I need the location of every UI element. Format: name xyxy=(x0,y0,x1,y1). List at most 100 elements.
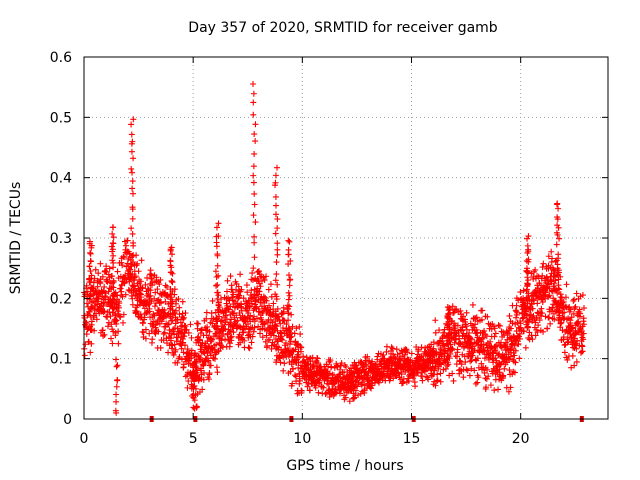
data-point xyxy=(238,286,245,293)
data-point xyxy=(402,368,409,375)
data-point xyxy=(169,307,176,314)
data-point xyxy=(495,386,502,393)
data-point xyxy=(129,259,136,265)
data-point xyxy=(463,366,470,373)
data-point xyxy=(148,282,155,289)
data-point xyxy=(209,297,216,304)
data-point xyxy=(466,329,473,336)
data-point xyxy=(139,285,146,292)
data-point xyxy=(395,370,402,377)
data-point xyxy=(279,336,286,343)
data-point xyxy=(354,383,361,390)
data-point xyxy=(170,351,177,358)
data-point xyxy=(457,339,464,346)
data-point xyxy=(92,266,99,273)
data-point xyxy=(285,296,292,303)
data-point xyxy=(100,333,107,340)
x-tick-label: 20 xyxy=(512,431,530,447)
data-point xyxy=(523,265,530,272)
data-point xyxy=(190,385,197,392)
data-point xyxy=(434,371,441,378)
data-point xyxy=(240,295,247,302)
data-point xyxy=(364,353,371,360)
data-point xyxy=(259,334,266,341)
data-point xyxy=(523,296,530,303)
data-point xyxy=(178,345,185,352)
data-point xyxy=(484,366,491,373)
data-point xyxy=(481,327,488,334)
data-point xyxy=(128,263,135,270)
data-point xyxy=(162,298,169,305)
data-point xyxy=(97,303,104,310)
data-point xyxy=(571,305,578,312)
x-tick-label: 10 xyxy=(293,431,311,447)
data-point xyxy=(272,202,279,209)
data-point xyxy=(285,261,292,268)
data-point xyxy=(445,333,452,340)
data-point xyxy=(95,293,102,300)
data-point xyxy=(87,258,94,265)
data-point xyxy=(259,325,266,332)
data-point xyxy=(125,255,132,262)
data-point xyxy=(215,306,222,313)
data-point xyxy=(169,251,176,258)
data-point xyxy=(270,300,277,307)
data-point xyxy=(260,321,267,328)
data-point xyxy=(352,378,359,385)
data-point xyxy=(535,273,542,280)
data-point xyxy=(110,234,117,241)
data-point xyxy=(168,264,175,271)
data-point xyxy=(445,361,452,368)
data-point xyxy=(554,289,561,296)
y-axis-tick-labels: 0 0.1 0.2 0.3 0.4 0.5 0.6 xyxy=(50,50,72,428)
data-point xyxy=(86,296,93,303)
data-point xyxy=(440,329,447,336)
data-point xyxy=(540,260,547,267)
data-point xyxy=(533,314,540,321)
data-point xyxy=(459,324,466,331)
y-tick-label: 0.5 xyxy=(50,110,72,126)
data-point xyxy=(110,277,117,284)
data-point xyxy=(580,321,587,328)
data-point xyxy=(492,355,499,362)
data-point xyxy=(154,319,161,326)
data-point xyxy=(246,326,253,333)
data-point xyxy=(519,315,526,322)
data-point xyxy=(266,302,273,309)
data-point xyxy=(174,359,181,366)
data-point xyxy=(130,155,137,162)
y-tick-label: 0.2 xyxy=(50,291,72,307)
data-point xyxy=(470,324,477,331)
data-point xyxy=(279,325,286,332)
data-point xyxy=(262,294,269,301)
data-point xyxy=(466,372,473,379)
data-point xyxy=(558,319,565,326)
data-point xyxy=(461,316,468,323)
data-point xyxy=(291,372,298,379)
data-point xyxy=(481,369,488,376)
data-point xyxy=(109,304,116,311)
data-point xyxy=(487,338,494,345)
data-point xyxy=(501,332,508,339)
data-point xyxy=(155,328,162,335)
data-point xyxy=(532,266,539,273)
data-point xyxy=(452,336,459,343)
data-point xyxy=(309,364,316,371)
data-point xyxy=(549,255,556,262)
data-point xyxy=(491,325,498,332)
data-point xyxy=(151,312,158,319)
data-point xyxy=(272,322,279,329)
data-point xyxy=(418,353,425,360)
data-point xyxy=(277,320,284,327)
data-point xyxy=(525,277,532,284)
data-point xyxy=(437,378,444,385)
data-point xyxy=(463,326,470,333)
data-point xyxy=(193,359,200,366)
data-point xyxy=(161,307,168,314)
data-point xyxy=(535,322,542,329)
data-point xyxy=(215,272,222,279)
data-point xyxy=(228,316,235,323)
data-point xyxy=(506,356,513,363)
data-point xyxy=(369,380,376,387)
data-point xyxy=(495,352,502,359)
